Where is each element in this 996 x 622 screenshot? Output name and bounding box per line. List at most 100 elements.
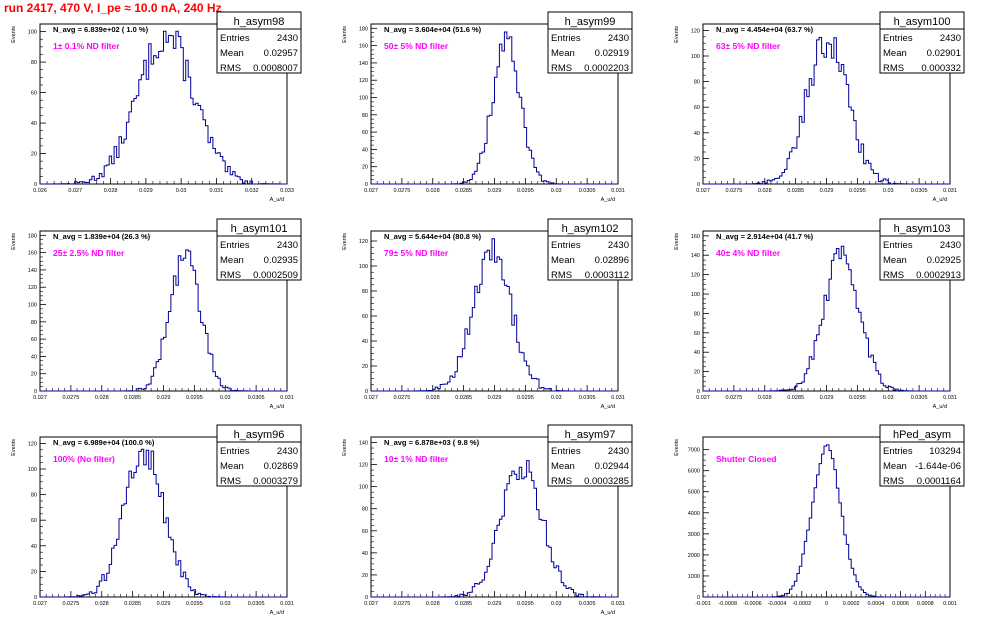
y-tick-label: 120: [691, 28, 700, 34]
x-tick-label: 0.027: [696, 395, 710, 401]
x-axis-title: A_u/d: [601, 197, 615, 203]
y-tick-label: 80: [694, 311, 700, 317]
x-tick-label: 0.0305: [248, 395, 265, 401]
stats-value: 2430: [608, 33, 629, 44]
stats-value: 0.02944: [595, 461, 629, 472]
x-axis-title: A_u/d: [933, 404, 947, 410]
stats-title: h_asym103: [894, 223, 951, 235]
stats-value: 0.0002203: [584, 63, 629, 74]
stats-label: Entries: [883, 240, 913, 251]
y-tick-label: 20: [694, 156, 700, 162]
y-tick-label: 0: [34, 389, 37, 395]
stats-value: 2430: [608, 240, 629, 251]
histogram-h_asym97: 0 20 40 60 80 100 120 140 0.027 0.0275 0.028 0.0285…: [342, 424, 633, 616]
navg-annotation: N_avg = 6.878e+03 ( 9.8 %): [384, 438, 480, 447]
stats-title: h_asym101: [231, 223, 288, 235]
x-tick-label: 0.03: [883, 395, 894, 401]
stats-label: Mean: [883, 461, 907, 472]
stats-value: 0.02935: [264, 255, 298, 266]
x-axis-title: A_u/d: [601, 610, 615, 616]
x-tick-label: 0.0305: [579, 188, 596, 194]
stats-label: RMS: [220, 63, 241, 74]
y-tick-label: 0: [34, 595, 37, 601]
y-axis-title: Events: [342, 233, 348, 250]
x-tick-label: -0.0002: [792, 601, 811, 607]
navg-annotation: N_avg = 3.604e+04 (51.6 %): [384, 25, 482, 34]
histogram-line: [371, 238, 618, 392]
x-tick-label: 0.0275: [393, 188, 410, 194]
histogram-h_asym101: 0 20 40 60 80 100 120 140 160 180 0.027 0.0275 0.028…: [11, 218, 302, 410]
x-tick-label: 0.0295: [849, 395, 866, 401]
y-tick-label: 100: [28, 303, 37, 309]
x-tick-label: 0.028: [426, 601, 440, 607]
y-tick-label: 100: [359, 264, 368, 270]
x-tick-label: -0.0004: [768, 601, 787, 607]
y-tick-label: 140: [359, 441, 368, 447]
stats-box: [879, 441, 965, 487]
stats-label: Entries: [551, 33, 581, 44]
y-axis-title: Events: [674, 233, 680, 250]
stats-label: Mean: [883, 48, 907, 59]
x-tick-label: 0.029: [157, 601, 171, 607]
x-tick-label: 0.001: [943, 601, 957, 607]
x-tick-label: 0.0285: [124, 601, 141, 607]
stats-value: 0.0008007: [253, 63, 298, 74]
stats-label: Mean: [551, 461, 575, 472]
x-tick-label: 0.03: [176, 188, 187, 194]
x-tick-label: 0.027: [364, 188, 378, 194]
navg-annotation: N_avg = 2.914e+04 (41.7 %): [716, 232, 814, 241]
stats-title: h_asym97: [565, 429, 616, 441]
x-tick-label: 0.0275: [393, 601, 410, 607]
y-tick-label: 40: [694, 131, 700, 137]
x-tick-label: 0.0295: [517, 188, 534, 194]
y-tick-label: 100: [691, 54, 700, 60]
y-tick-label: 60: [694, 331, 700, 337]
x-tick-label: 0.0004: [867, 601, 884, 607]
y-tick-label: 20: [31, 569, 37, 575]
x-tick-label: 0.029: [820, 395, 834, 401]
y-tick-label: 160: [28, 251, 37, 257]
stats-label: Mean: [220, 461, 244, 472]
histogram-h_asym100: 0 20 40 60 80 100 120 0.027 0.0275 0.028 0.0285 0.0…: [674, 11, 965, 203]
y-tick-label: 80: [31, 320, 37, 326]
x-tick-label: 0.0002: [843, 601, 860, 607]
x-tick-label: 0.0305: [579, 601, 596, 607]
stats-title: h_asym99: [565, 16, 616, 28]
stats-label: RMS: [883, 63, 904, 74]
x-tick-label: 0.029: [139, 188, 153, 194]
stats-label: RMS: [220, 270, 241, 281]
navg-annotation: N_avg = 4.454e+04 (63.7 %): [716, 25, 814, 34]
x-tick-label: 0.029: [488, 601, 502, 607]
y-axis-title: Events: [674, 439, 680, 456]
x-tick-label: 0.03: [551, 188, 562, 194]
stats-label: Entries: [220, 33, 250, 44]
x-axis-title: A_u/d: [270, 610, 284, 616]
x-tick-label: 0.0008: [917, 601, 934, 607]
y-tick-label: 0: [697, 595, 700, 601]
y-tick-label: 100: [691, 292, 700, 298]
stats-value: 103294: [929, 446, 961, 457]
stats-value: -1.644e-06: [915, 461, 961, 472]
x-tick-label: 0.0285: [455, 395, 472, 401]
stats-label: Mean: [220, 48, 244, 59]
x-tick-label: 0.03: [551, 601, 562, 607]
y-tick-label: 120: [691, 273, 700, 279]
y-tick-label: 40: [362, 339, 368, 345]
x-axis-title: A_u/d: [270, 404, 284, 410]
x-tick-label: 0.029: [820, 188, 834, 194]
filter-label: 10± 1% ND filter: [384, 454, 449, 464]
histogram-line: [371, 460, 618, 598]
x-tick-label: 0.031: [611, 395, 625, 401]
x-tick-label: 0.0275: [725, 188, 742, 194]
x-tick-label: 0.029: [157, 395, 171, 401]
x-tick-label: 0.0305: [248, 601, 265, 607]
stats-label: Entries: [883, 33, 913, 44]
y-tick-label: 20: [31, 372, 37, 378]
stats-value: 0.02901: [927, 48, 961, 59]
stats-value: 0.02896: [595, 255, 629, 266]
stats-value: 0.02925: [927, 255, 961, 266]
x-tick-label: 0.029: [488, 188, 502, 194]
x-tick-label: 0.027: [33, 601, 47, 607]
filter-label: 1± 0.1% ND filter: [53, 41, 120, 51]
